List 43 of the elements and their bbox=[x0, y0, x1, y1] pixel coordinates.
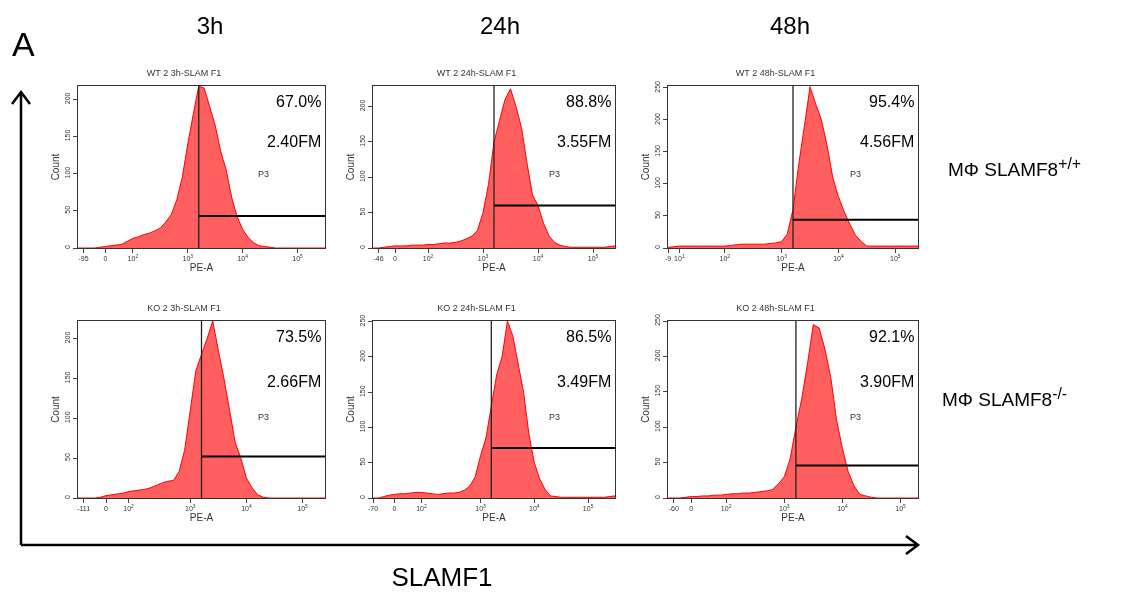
chart-title: WT 2 48h-SLAM F1 bbox=[735, 68, 816, 79]
annotation: 67.0% bbox=[276, 93, 322, 110]
chart-title: KO 2 48h-SLAM F1 bbox=[736, 303, 815, 314]
annotation: 95.4% bbox=[869, 93, 915, 110]
annotation: 3.55FM bbox=[557, 133, 612, 150]
annotation: P3 bbox=[549, 412, 561, 422]
chart-title: WT 2 24h-SLAM F1 bbox=[436, 68, 517, 79]
x-axis-title: PE-A bbox=[781, 512, 805, 524]
chart-title: KO 2 24h-SLAM F1 bbox=[437, 303, 516, 314]
y-axis-title: Count bbox=[640, 153, 652, 181]
text: 3h bbox=[196, 12, 224, 40]
y-axis-title: Count bbox=[640, 395, 652, 423]
chart-title: WT 2 3h-SLAM F1 bbox=[146, 68, 222, 79]
x-axis-title: PE-A bbox=[189, 512, 214, 524]
annotation: 92.1% bbox=[869, 328, 915, 345]
annotation: P3 bbox=[258, 169, 270, 179]
annotation: 73.5% bbox=[276, 328, 322, 345]
text: MΦ SLAMF8$^{-/-}$ bbox=[942, 385, 1068, 412]
annotation: P3 bbox=[258, 412, 270, 422]
annotation: P3 bbox=[850, 412, 862, 422]
x-axis-title: PE-A bbox=[781, 262, 805, 274]
text: MΦ SLAMF8$^{+/+}$ bbox=[948, 155, 1082, 182]
text: SLAMF1 bbox=[391, 562, 493, 593]
x-axis-title: PE-A bbox=[482, 512, 506, 524]
annotation: 2.66FM bbox=[267, 373, 322, 390]
annotation: 88.8% bbox=[566, 93, 612, 110]
y-axis-title: Count bbox=[50, 395, 62, 423]
annotation: P3 bbox=[549, 169, 561, 179]
annotation: 3.49FM bbox=[557, 373, 612, 390]
text: A bbox=[12, 25, 35, 64]
annotation: 2.40FM bbox=[267, 133, 322, 150]
annotation: 86.5% bbox=[566, 328, 612, 345]
y-axis-title: Count bbox=[345, 395, 357, 423]
text: 24h bbox=[479, 12, 521, 40]
text: 48h bbox=[769, 12, 811, 40]
y-axis-title: Count bbox=[345, 153, 357, 181]
annotation: P3 bbox=[850, 169, 862, 179]
x-axis-title: PE-A bbox=[482, 262, 506, 274]
y-axis-title: Count bbox=[50, 153, 62, 181]
annotation: 4.56FM bbox=[860, 133, 915, 150]
annotation: 3.90FM bbox=[860, 373, 915, 390]
chart-title: KO 2 3h-SLAM F1 bbox=[147, 303, 221, 314]
x-axis-title: PE-A bbox=[189, 262, 214, 274]
